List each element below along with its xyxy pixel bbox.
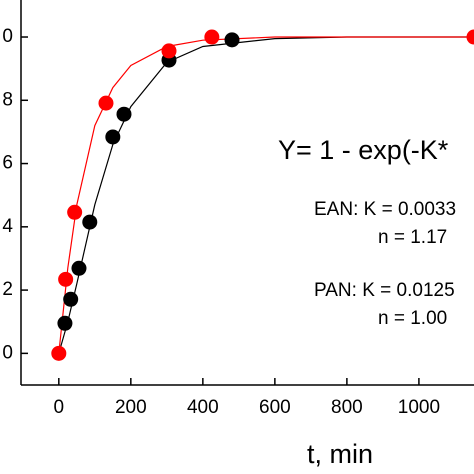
y-tick-label: 0: [2, 26, 13, 47]
point: [466, 29, 474, 45]
annotation: n = 1.00: [378, 308, 447, 329]
point: [58, 271, 74, 287]
point: [204, 29, 220, 45]
x-tick-label: 1000: [398, 397, 440, 418]
point: [98, 95, 114, 111]
annotation: Y= 1 - exp(-K*: [278, 135, 449, 165]
point: [224, 32, 240, 48]
x-axis-label: t, min: [307, 439, 373, 469]
x-tick-label: 600: [259, 397, 291, 418]
y-tick-label: 6: [2, 153, 13, 174]
annotation: PAN: K = 0.0125: [314, 280, 455, 301]
x-tick-label: 0: [54, 397, 65, 418]
fit-curve: [58, 36, 474, 354]
annotation: n = 1.17: [378, 227, 447, 248]
y-tick-label: 0: [2, 342, 13, 363]
x-tick-label: 200: [115, 397, 147, 418]
y-tick-label: 8: [2, 89, 13, 110]
annotation: EAN: K = 0.0033: [314, 199, 456, 220]
y-tick-label: 4: [2, 216, 13, 237]
point: [71, 260, 87, 276]
point: [82, 214, 98, 230]
x-tick-label: 400: [187, 397, 219, 418]
point: [105, 129, 121, 145]
point: [116, 106, 132, 122]
point: [51, 345, 67, 361]
point: [161, 43, 177, 59]
point: [67, 204, 83, 220]
x-tick-label: 800: [331, 397, 363, 418]
fit-curve: [58, 36, 474, 354]
point: [63, 291, 79, 307]
y-tick-label: 2: [2, 279, 13, 300]
point: [57, 315, 73, 331]
